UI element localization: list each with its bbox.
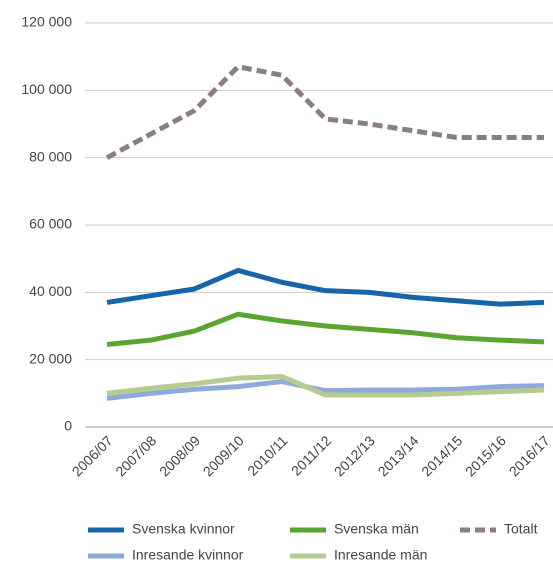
legend-label: Inresande kvinnor xyxy=(132,547,244,563)
y-tick-label: 80 000 xyxy=(29,148,72,164)
x-tick-label: 2015/16 xyxy=(462,432,509,479)
line-series xyxy=(105,64,544,160)
line-series xyxy=(106,267,545,307)
x-tick-label: 2013/14 xyxy=(375,432,422,479)
x-tick-label: 2014/15 xyxy=(418,432,465,479)
legend-label: Totalt xyxy=(504,521,538,537)
x-tick-label: 2008/09 xyxy=(156,432,203,479)
y-tick-label: 20 000 xyxy=(29,350,72,366)
line-series xyxy=(106,374,545,398)
x-tick-label: 2010/11 xyxy=(244,432,291,479)
line-series xyxy=(106,311,545,348)
y-tick-label: 100 000 xyxy=(21,81,72,97)
x-tick-label: 2012/13 xyxy=(331,432,378,479)
y-tick-label: 40 000 xyxy=(29,283,72,299)
line-series xyxy=(106,379,545,401)
legend-label: Svenska kvinnor xyxy=(132,521,235,537)
y-tick-label: 120 000 xyxy=(21,14,72,30)
y-tick-label: 0 xyxy=(64,418,72,434)
legend-label: Inresande män xyxy=(334,547,427,563)
x-tick-label: 2006/07 xyxy=(69,432,116,479)
y-tick-label: 60 000 xyxy=(29,216,72,232)
x-tick-label: 2007/08 xyxy=(112,432,159,479)
x-tick-label: 2016/17 xyxy=(506,432,553,479)
x-tick-label: 2009/10 xyxy=(200,432,247,479)
x-tick-label: 2011/12 xyxy=(288,432,335,479)
legend-label: Svenska män xyxy=(334,521,419,537)
